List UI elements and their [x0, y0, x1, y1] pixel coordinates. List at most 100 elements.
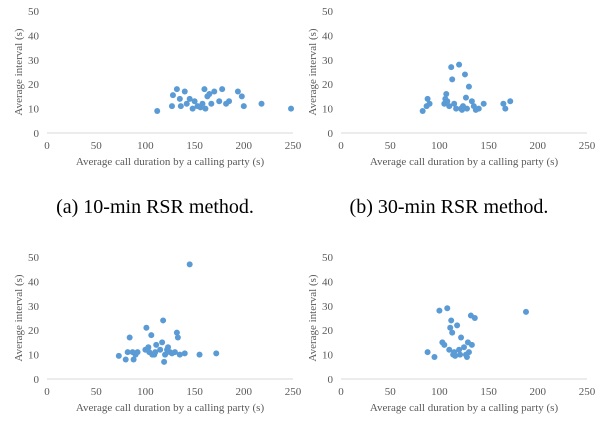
x-axis-title: Average call duration by a calling party… [370, 156, 559, 168]
x-axis-title: Average call duration by a calling party… [370, 402, 559, 414]
point [234, 88, 241, 95]
x-axis-title: Average call duration by a calling party… [76, 156, 265, 168]
y-tick-label: 20 [28, 79, 40, 91]
point [463, 354, 470, 361]
y-axis-title: Average interval (s) [13, 28, 25, 115]
y-tick-label: 50 [322, 252, 334, 264]
point [177, 103, 184, 110]
point [201, 86, 208, 93]
point [211, 88, 218, 95]
point [134, 349, 141, 356]
x-tick-label: 50 [91, 140, 103, 152]
point [452, 352, 459, 359]
point [522, 308, 529, 315]
x-tick-label: 250 [285, 386, 302, 398]
point [148, 332, 155, 339]
y-tick-label: 0 [328, 374, 334, 386]
y-tick-label: 30 [28, 301, 40, 313]
x-tick-label: 250 [285, 140, 302, 152]
y-tick-label: 50 [322, 6, 334, 18]
x-tick-label: 100 [137, 140, 154, 152]
y-axis-title: Average interval (s) [307, 28, 319, 115]
point [159, 339, 166, 346]
point [456, 346, 463, 353]
x-tick-label: 250 [579, 386, 596, 398]
x-tick-label: 200 [236, 386, 253, 398]
point [238, 93, 245, 100]
y-tick-label: 50 [28, 252, 40, 264]
y-tick-label: 0 [34, 128, 40, 140]
point [161, 358, 168, 365]
y-tick-label: 0 [34, 374, 40, 386]
point [424, 95, 431, 102]
point [507, 98, 514, 105]
x-tick-label: 200 [236, 140, 253, 152]
point [219, 86, 226, 93]
x-tick-label: 100 [431, 386, 448, 398]
point [441, 341, 448, 348]
point [181, 350, 188, 357]
point [480, 100, 487, 107]
point [444, 98, 451, 105]
point [176, 351, 183, 358]
point [426, 100, 433, 107]
point [173, 329, 180, 336]
point [168, 103, 175, 110]
point [449, 329, 456, 336]
caption: (b) 30-min RSR method. [350, 196, 549, 218]
point [468, 98, 475, 105]
y-tick-label: 30 [322, 55, 334, 67]
y-tick-label: 20 [322, 79, 334, 91]
y-tick-label: 10 [322, 350, 334, 362]
point [165, 344, 172, 351]
point [461, 71, 468, 78]
point [446, 103, 453, 110]
point [449, 76, 456, 83]
point [461, 344, 467, 351]
point [463, 105, 470, 112]
point [431, 354, 438, 361]
x-tick-label: 100 [431, 140, 448, 152]
x-tick-label: 0 [44, 386, 50, 398]
point [208, 100, 215, 107]
point [186, 95, 193, 102]
point [173, 86, 180, 93]
point [258, 100, 265, 107]
x-tick-label: 150 [186, 386, 203, 398]
y-tick-label: 10 [28, 104, 40, 116]
x-tick-label: 250 [579, 140, 596, 152]
point [154, 108, 161, 115]
point [447, 324, 454, 331]
point [183, 100, 190, 107]
point [453, 105, 460, 112]
point [448, 64, 455, 71]
point [202, 105, 209, 112]
y-tick-label: 10 [28, 350, 40, 362]
x-tick-label: 200 [530, 140, 547, 152]
point [500, 100, 507, 107]
x-tick-label: 150 [186, 140, 203, 152]
y-tick-label: 50 [28, 6, 40, 18]
y-tick-label: 30 [322, 301, 334, 313]
x-tick-label: 200 [530, 386, 547, 398]
point [471, 315, 478, 321]
point [186, 261, 193, 268]
point [143, 324, 150, 331]
x-tick-label: 0 [338, 140, 344, 152]
point [145, 344, 152, 351]
y-tick-label: 30 [28, 55, 40, 67]
point [443, 90, 450, 97]
point [157, 346, 164, 353]
point [451, 100, 458, 107]
point [424, 349, 431, 356]
point [126, 334, 133, 341]
point [436, 307, 443, 314]
y-tick-label: 40 [28, 30, 40, 42]
x-axis-title: Average call duration by a calling party… [76, 402, 265, 414]
x-tick-label: 100 [137, 386, 154, 398]
x-tick-label: 150 [480, 140, 497, 152]
point [152, 349, 159, 356]
y-axis-title: Average interval (s) [307, 274, 319, 361]
point [465, 83, 472, 90]
